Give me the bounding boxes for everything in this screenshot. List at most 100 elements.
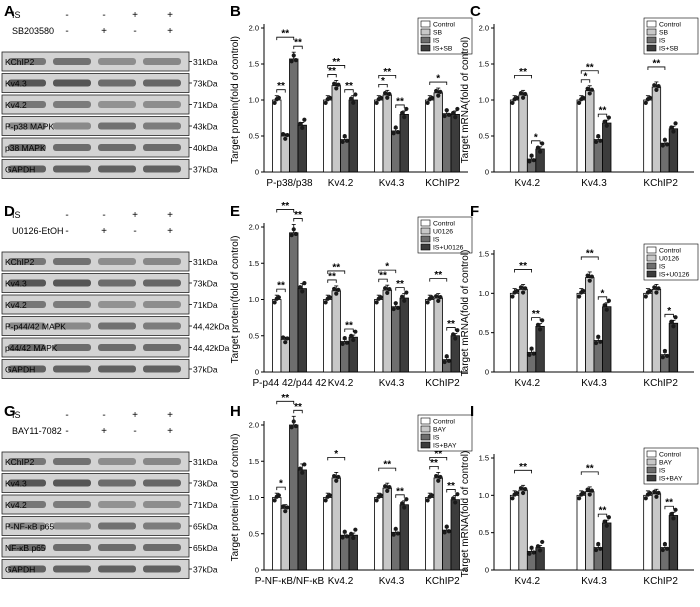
- data-point: [654, 290, 659, 295]
- blot-band: [53, 522, 91, 530]
- significance-mark: **: [277, 281, 285, 292]
- y-tick-label: 0: [255, 368, 259, 377]
- x-tick-label: KChIP2: [643, 378, 678, 389]
- data-point: [540, 318, 545, 323]
- panel-letter: G: [4, 403, 16, 420]
- significance-bracket: [664, 313, 674, 318]
- data-point: [537, 149, 543, 154]
- data-point: [291, 419, 296, 424]
- protein-label: Kv4.3: [5, 79, 27, 89]
- blot-band: [8, 258, 46, 265]
- significance-mark: **: [328, 271, 336, 282]
- significance-bracket: [580, 70, 599, 74]
- legend-swatch: [646, 458, 657, 466]
- bar: [340, 139, 350, 173]
- bar: [348, 99, 358, 173]
- blot-strip: P-NF-κB p65 65kDa: [1, 516, 218, 536]
- legend-label: Control: [433, 419, 455, 426]
- significance-mark: **: [328, 66, 336, 77]
- data-point: [293, 231, 298, 237]
- legend-label: IS+SB: [433, 46, 453, 53]
- kda-label: 71kDa: [193, 100, 218, 110]
- data-point: [527, 352, 532, 357]
- data-point: [434, 294, 439, 299]
- data-point: [344, 340, 349, 345]
- data-point: [602, 519, 607, 524]
- data-point: [393, 125, 398, 130]
- data-point: [332, 286, 337, 292]
- treatment-sign: +: [167, 226, 173, 237]
- blot-band: [98, 165, 136, 173]
- blot-band: [98, 565, 136, 573]
- data-point: [596, 134, 601, 139]
- y-axis-label: Target mRNA(fold of control): [460, 250, 471, 377]
- bar: [399, 504, 409, 571]
- blot-band: [53, 365, 91, 373]
- data-point: [400, 110, 405, 116]
- data-point: [429, 95, 434, 100]
- bar: [585, 491, 595, 571]
- y-axis-label: Target protein(fold of control): [230, 236, 241, 364]
- y-axis-label: Target protein(fold of control): [230, 434, 241, 562]
- blot-band: [143, 122, 181, 130]
- data-point: [662, 541, 668, 547]
- data-point: [647, 490, 653, 496]
- data-point: [404, 497, 409, 502]
- blot-strip: NF-κB p65 65kDa: [1, 537, 218, 558]
- blot-band: [53, 501, 91, 508]
- significance-bracket: [647, 66, 666, 70]
- x-tick-label: Kv4.3: [581, 378, 607, 389]
- significance-mark: *: [436, 74, 440, 85]
- legend-swatch: [420, 36, 431, 44]
- data-point: [378, 95, 383, 100]
- blot-band: [98, 58, 136, 65]
- significance-mark: *: [381, 76, 385, 87]
- x-tick-label: KChIP2: [425, 178, 460, 189]
- blot-band: [143, 144, 181, 151]
- bar: [576, 494, 586, 571]
- significance-bracket: [327, 270, 346, 274]
- protein-label: NF-κB p65: [5, 543, 46, 553]
- blot-band: [53, 165, 91, 173]
- significance-mark: *: [584, 71, 588, 82]
- data-point: [393, 526, 398, 531]
- significance-mark: *: [601, 288, 605, 299]
- protein-label: KChIP2: [5, 457, 35, 467]
- legend-label: Control: [659, 248, 681, 255]
- treatment-label: IS: [12, 210, 21, 220]
- data-point: [643, 496, 648, 501]
- kda-label: 65kDa: [193, 522, 218, 532]
- data-point: [323, 498, 328, 503]
- bar: [425, 497, 435, 571]
- significance-bracket: [276, 36, 295, 41]
- blot-band: [143, 522, 181, 530]
- significance-mark: **: [281, 393, 289, 404]
- significance-bracket: [446, 489, 456, 493]
- data-point: [652, 285, 657, 290]
- bar: [391, 306, 401, 373]
- blot-band: [8, 322, 46, 330]
- blot-band: [143, 458, 181, 465]
- data-point: [393, 301, 398, 306]
- data-point: [602, 303, 607, 308]
- protein-label: p38 MAPK: [5, 143, 46, 153]
- treatment-sign: +: [167, 410, 173, 421]
- data-point: [289, 233, 294, 238]
- bar: [425, 299, 435, 373]
- significance-mark: **: [332, 262, 340, 273]
- panel-letter: C: [470, 3, 481, 20]
- bar: [323, 497, 333, 571]
- treatment-label: IS: [12, 10, 21, 20]
- significance-bracket: [514, 74, 532, 79]
- data-point: [606, 115, 611, 120]
- significance-mark: **: [519, 462, 527, 473]
- data-point: [664, 546, 670, 551]
- blot-strip: Kv4.3 73kDa: [1, 473, 218, 493]
- data-point: [664, 353, 670, 359]
- data-point: [387, 287, 392, 292]
- blot-band: [8, 165, 46, 173]
- bar: [442, 113, 452, 173]
- protein-label: Kv4.2: [5, 500, 27, 510]
- legend-label: BAY: [659, 460, 673, 467]
- kda-label: 73kDa: [193, 279, 218, 289]
